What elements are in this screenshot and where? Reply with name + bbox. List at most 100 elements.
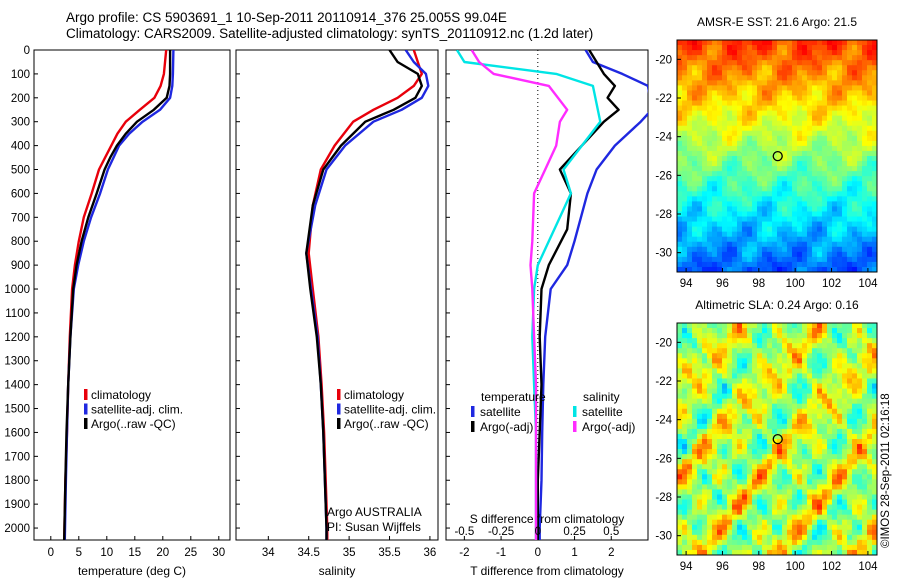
map-cell (817, 241, 823, 248)
map-cell (867, 211, 873, 218)
map-cell (842, 231, 848, 238)
map-cell (772, 464, 778, 470)
map-cell (697, 55, 703, 61)
map-cell (692, 544, 698, 551)
map-cell (827, 383, 833, 390)
map-cell (777, 55, 783, 61)
map-cell (677, 201, 683, 208)
map-cell (777, 499, 783, 506)
map-cell (722, 428, 728, 435)
map-cell (857, 368, 863, 375)
map-cell (737, 494, 743, 501)
map-cell (702, 444, 708, 450)
map-cell (692, 433, 698, 440)
map-cell (737, 524, 743, 531)
map-cell (702, 383, 708, 390)
map-cell (722, 398, 728, 405)
map-cell (757, 236, 763, 243)
map-cell (852, 115, 858, 122)
map-cell (757, 166, 763, 172)
map-cell (737, 519, 743, 526)
map-cell (717, 529, 723, 536)
map-cell (862, 459, 868, 465)
map-cell (872, 398, 877, 405)
map-cell (867, 353, 873, 359)
map-cell (697, 449, 703, 455)
map-cell (707, 206, 713, 213)
map-cell (797, 469, 803, 475)
map-cell (817, 161, 823, 167)
map-cell (722, 191, 728, 197)
map-cell (762, 161, 768, 167)
map-cell (792, 85, 798, 92)
map-cell (762, 191, 768, 197)
map-cell (782, 408, 788, 415)
map-cell (807, 529, 813, 536)
map-cell (842, 241, 848, 248)
map-cell (752, 266, 758, 272)
map-cell (842, 469, 848, 475)
map-cell (782, 428, 788, 435)
y-tick-label: 400 (11, 141, 30, 153)
map-cell (807, 50, 813, 56)
map-cell (802, 428, 808, 435)
map-cell (752, 449, 758, 455)
map-cell (727, 393, 733, 400)
map-cell (852, 363, 858, 369)
map-cell (722, 40, 728, 46)
map-cell (692, 514, 698, 521)
map-cell (752, 328, 758, 334)
map-cell (687, 549, 693, 555)
map-cell (727, 256, 733, 263)
map-cell (752, 418, 758, 425)
map-cell (747, 186, 753, 192)
map-cell (737, 55, 743, 61)
map-cell (872, 459, 877, 465)
map-cell (857, 85, 863, 92)
map-cell (822, 120, 828, 127)
map-cell (732, 479, 738, 485)
map-cell (812, 348, 818, 354)
legend-swatch (471, 406, 475, 417)
map-cell (792, 65, 798, 71)
map-cell (847, 221, 853, 228)
map-cell (687, 70, 693, 76)
map-cell (772, 348, 778, 354)
map-cell (837, 266, 843, 272)
map-cell (872, 444, 877, 450)
map-cell (707, 383, 713, 390)
map-cell (702, 211, 708, 218)
map-cell (777, 524, 783, 531)
map-cell (767, 201, 773, 208)
map-cell (847, 408, 853, 415)
map-cell (687, 246, 693, 253)
map-cell (837, 186, 843, 192)
map-cell (837, 423, 843, 430)
map-cell (707, 171, 713, 177)
y-tick-label: 1500 (4, 404, 30, 416)
map-cell (717, 519, 723, 526)
map-cell (852, 549, 858, 555)
map-cell (707, 140, 713, 147)
map-cell (707, 393, 713, 400)
map-cell (802, 166, 808, 172)
map-cell (822, 135, 828, 142)
map-cell (757, 544, 763, 551)
map-cell (742, 150, 748, 157)
map-cell (772, 145, 778, 152)
map-cell (782, 423, 788, 430)
map-cell (847, 110, 853, 117)
map-cell (712, 469, 718, 475)
map-cell (827, 459, 833, 465)
map-cell (687, 65, 693, 71)
map-cell (682, 231, 688, 238)
map-cell (857, 251, 863, 258)
map-cell (767, 539, 773, 546)
map-cell (837, 70, 843, 76)
temperature-series-group (63, 50, 175, 540)
map-cell (842, 459, 848, 465)
map-cell (702, 241, 708, 248)
map-cell (772, 191, 778, 197)
map-cell (812, 266, 818, 272)
map-cell (852, 221, 858, 228)
